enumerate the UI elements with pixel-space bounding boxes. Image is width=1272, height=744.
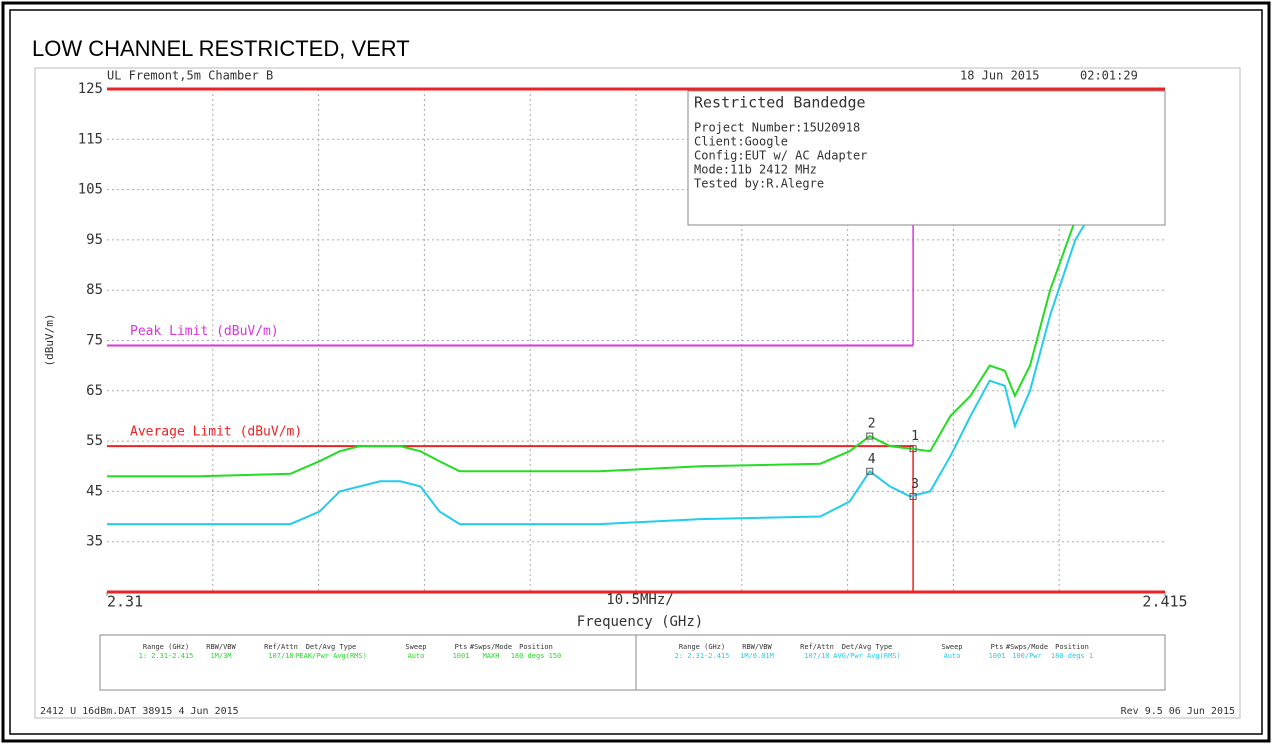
y-tick-label: 35 bbox=[86, 534, 103, 550]
table-cell: AVG/Pwr Avg(RMS) bbox=[833, 652, 900, 660]
info-title: Restricted Bandedge bbox=[694, 94, 866, 112]
marker bbox=[909, 492, 917, 500]
trace bbox=[107, 178, 1166, 478]
table-cell: 1: 2.31-2.415 bbox=[139, 652, 194, 660]
table-header: Sweep bbox=[941, 643, 962, 651]
y-tick-label: 65 bbox=[86, 383, 103, 399]
table-cell: 1M/3M bbox=[210, 652, 231, 660]
marker-label: 2 bbox=[868, 417, 876, 432]
table-cell: Auto bbox=[408, 652, 425, 660]
table-header: RBW/VBW bbox=[206, 643, 236, 651]
y-tick-label: 115 bbox=[78, 131, 103, 147]
table-header: Det/Avg Type bbox=[842, 643, 893, 651]
plot-frame bbox=[34, 67, 1241, 719]
table-cell: 107/10 bbox=[268, 652, 293, 660]
x-tick-label: 2.31 bbox=[107, 593, 143, 611]
footer-left: 2412 U 16dBm.DAT 38915 4 Jun 2015 bbox=[40, 706, 239, 717]
table-header: Sweep bbox=[405, 643, 426, 651]
y-tick-label: 55 bbox=[86, 433, 103, 449]
table-cell: 1001 bbox=[453, 652, 470, 660]
y-tick-label: 45 bbox=[86, 483, 103, 499]
table-header: #Swps/Mode bbox=[1006, 643, 1048, 651]
table-header: Pts bbox=[455, 643, 468, 651]
trace bbox=[107, 198, 1165, 526]
header-left: UL Fremont,5m Chamber B bbox=[107, 69, 273, 83]
marker bbox=[866, 467, 874, 475]
table-header: Range (GHz) bbox=[143, 643, 189, 651]
info-line: Project Number:15U20918 bbox=[694, 121, 860, 135]
table-cell: PEAK/Pwr Avg(RMS) bbox=[295, 652, 367, 660]
y-tick-label: 75 bbox=[86, 333, 103, 349]
table-header: Ref/Attn bbox=[264, 643, 298, 651]
x-axis-label: Frequency (GHz) bbox=[577, 614, 703, 630]
settings-table bbox=[99, 634, 1166, 691]
marker bbox=[866, 432, 874, 440]
y-tick-label: 125 bbox=[78, 81, 103, 97]
table-cell: 107/10 bbox=[804, 652, 829, 660]
table-header: Pts bbox=[991, 643, 1004, 651]
header-time: 02:01:29 bbox=[1080, 69, 1138, 83]
info-line: Tested by:R.Alegre bbox=[694, 177, 824, 191]
y-tick-label: 85 bbox=[86, 282, 103, 298]
info-box bbox=[687, 90, 1166, 226]
x-tick-label: 2.415 bbox=[1142, 593, 1187, 611]
x-scale-label: 10.5MHz/ bbox=[606, 592, 673, 608]
limit-label: Average Limit (dBuV/m) bbox=[130, 425, 302, 440]
table-cell: 1M/0.01M bbox=[740, 652, 774, 660]
limit-label: Peak Limit (dBuV/m) bbox=[130, 324, 279, 339]
marker-label: 4 bbox=[868, 452, 876, 467]
table-header: Position bbox=[519, 643, 553, 651]
table-cell: Auto bbox=[944, 652, 961, 660]
table-header: Range (GHz) bbox=[679, 643, 725, 651]
chart-title: LOW CHANNEL RESTRICTED, VERT bbox=[32, 36, 410, 61]
marker-label: 3 bbox=[911, 477, 919, 492]
info-line: Mode:11b 2412 MHz bbox=[694, 163, 817, 177]
table-header: Ref/Attn bbox=[800, 643, 834, 651]
table-cell: 2: 2.31-2.415 bbox=[675, 652, 730, 660]
y-axis-label: (dBuV/m) bbox=[43, 314, 56, 367]
table-header: Position bbox=[1055, 643, 1089, 651]
table-cell: 180 degs 1 bbox=[1051, 652, 1093, 660]
table-header: #Swps/Mode bbox=[470, 643, 512, 651]
marker bbox=[909, 445, 917, 453]
y-tick-label: 95 bbox=[86, 232, 103, 248]
table-cell: 180 degs 150 bbox=[511, 652, 562, 660]
footer-right: Rev 9.5 06 Jun 2015 bbox=[1121, 706, 1235, 717]
table-header: Det/Avg Type bbox=[306, 643, 357, 651]
header-date: 18 Jun 2015 bbox=[960, 69, 1039, 83]
table-cell: 1001 bbox=[989, 652, 1006, 660]
table-cell: 100/Pwr bbox=[1012, 652, 1042, 660]
table-cell: MAXH bbox=[483, 652, 500, 660]
y-tick-label: 105 bbox=[78, 182, 103, 198]
info-line: Config:EUT w/ AC Adapter bbox=[694, 149, 867, 163]
info-line: Client:Google bbox=[694, 135, 788, 149]
inner-border bbox=[9, 9, 1263, 735]
marker-label: 1 bbox=[911, 429, 919, 444]
table-header: RBW/VBW bbox=[742, 643, 772, 651]
